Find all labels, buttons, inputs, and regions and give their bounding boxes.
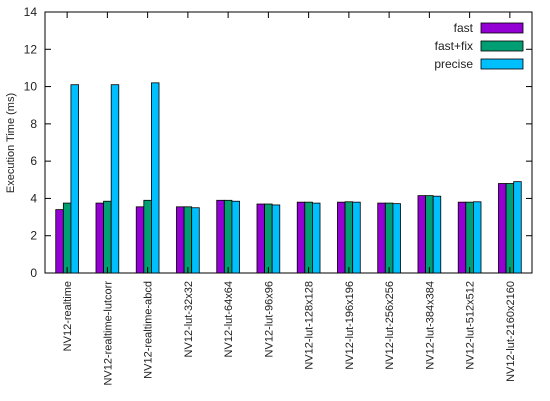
x-tick-label: NV12-lut-256x256 <box>384 281 396 370</box>
bar-precise <box>473 201 482 274</box>
bar-precise <box>312 202 321 274</box>
bar-precise <box>231 200 240 274</box>
legend-label: precise <box>434 57 473 71</box>
bar-fast <box>176 206 185 274</box>
bar-precise <box>151 82 160 274</box>
y-tick-label: 12 <box>24 42 38 56</box>
bar-fast <box>377 202 386 274</box>
bar-fast-fix <box>143 199 152 274</box>
legend-label: fast+fix <box>435 39 473 53</box>
bar-fast-fix <box>183 206 193 274</box>
bar-precise <box>392 203 401 274</box>
bars <box>55 82 522 274</box>
legend-label: fast <box>454 21 474 35</box>
y-tick-label: 2 <box>30 229 37 243</box>
y-axis-title: Execution Time (ms) <box>5 93 17 193</box>
bar-fast-fix <box>505 183 515 274</box>
bar-fast-fix <box>425 195 434 274</box>
bar-fast <box>498 183 507 274</box>
bar-fast <box>457 201 467 274</box>
legend: fast fast+fix precise <box>434 21 524 71</box>
bar-fast <box>55 209 64 274</box>
y-tick-label: 0 <box>30 266 37 280</box>
bar-fast-fix <box>223 199 233 274</box>
bar-fast-fix <box>62 202 72 274</box>
bar-fast <box>256 203 265 274</box>
y-tick-label: 6 <box>30 154 37 168</box>
bar-precise <box>513 181 522 274</box>
y-tick-label: 4 <box>30 191 37 205</box>
bar-precise <box>191 207 200 274</box>
x-tick-label: NV12-lut-96x96 <box>263 281 275 357</box>
bar-fast <box>95 202 104 274</box>
bar-precise <box>70 84 79 274</box>
bar-fast-fix <box>264 203 273 274</box>
x-tick-label: NV12-realtime-lutcorr <box>102 281 114 386</box>
bar-fast <box>337 201 346 274</box>
bar-fast <box>296 201 306 274</box>
y-tick-label: 8 <box>30 117 37 131</box>
legend-swatch <box>480 22 524 34</box>
bar-fast-fix <box>344 201 354 274</box>
plot-frame <box>44 11 533 274</box>
legend-swatch <box>480 40 524 52</box>
bar-fast-fix <box>465 201 474 274</box>
x-tick-label: NV12-lut-128x128 <box>304 281 316 370</box>
legend-swatch <box>480 58 524 70</box>
x-tick-label: NV12-lut-64x64 <box>223 281 235 357</box>
bar-fast-fix <box>103 200 112 274</box>
bar-precise <box>432 195 442 274</box>
x-tick-label: NV12-realtime <box>62 281 74 351</box>
bar-precise <box>352 201 361 274</box>
x-tick-label: NV12-lut-384x384 <box>424 281 436 370</box>
y-tick-label: 10 <box>24 80 38 94</box>
x-tick-label: NV12-lut-2160x2160 <box>505 281 517 382</box>
category-labels: NV12-realtime NV12-realtime-lutcorr NV12-r… <box>62 281 517 386</box>
bar-fast <box>216 199 225 274</box>
axes <box>44 11 533 274</box>
y-tick-label: 14 <box>24 5 38 19</box>
bar-fast-fix <box>384 202 394 274</box>
x-tick-label: NV12-lut-196x196 <box>344 281 356 370</box>
bar-precise <box>110 84 120 274</box>
x-tick-label: NV12-realtime-abcd <box>143 281 155 379</box>
bar-fast-fix <box>304 201 313 274</box>
bar-precise <box>271 204 281 274</box>
x-tick-label: NV12-lut-512x512 <box>465 281 477 370</box>
bar-fast <box>135 206 145 274</box>
ticks: 0 2 4 6 8 10 12 14 <box>24 5 532 280</box>
x-tick-label: NV12-lut-32x32 <box>183 281 195 357</box>
bar-fast <box>417 195 426 274</box>
